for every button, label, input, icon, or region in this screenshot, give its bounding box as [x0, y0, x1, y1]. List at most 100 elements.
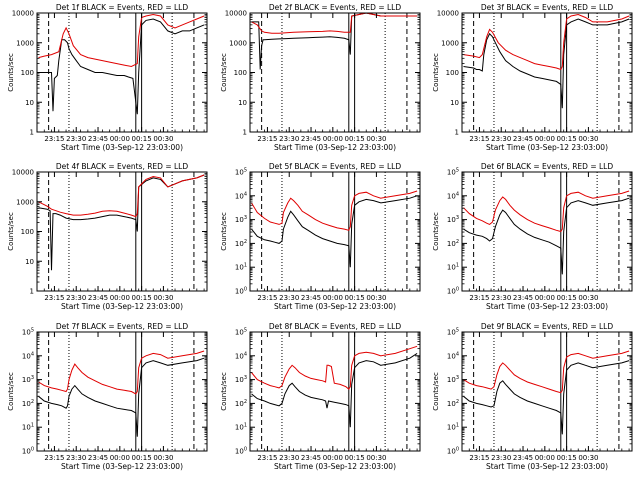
- lld-series-line: [251, 190, 418, 231]
- y-tick-label: 100: [21, 228, 34, 236]
- y-axis-label: Counts/sec: [7, 372, 15, 411]
- detector-panel-6: Det 6f BLACK = Events, RED = LLD 100 101 10…: [432, 162, 633, 311]
- events-series-line: [463, 197, 630, 275]
- y-tick-label: 100: [446, 69, 459, 77]
- y-tick-label: 102: [447, 399, 459, 408]
- x-tick-label: 23:45: [301, 135, 321, 143]
- plot-frame: [36, 331, 208, 452]
- y-tick-label: 10: [450, 99, 459, 107]
- events-series-line: [38, 174, 205, 271]
- y-tick-label: 1: [30, 288, 34, 296]
- panel-title: Det 1f BLACK = Events, RED = LLD: [56, 3, 189, 12]
- y-tick-label: 100: [447, 447, 459, 456]
- y-tick-label: 102: [235, 399, 247, 408]
- x-axis-label: Start Time (03-Sep-12 23:03:00): [274, 462, 396, 471]
- x-tick-label: 23:15: [44, 454, 64, 462]
- x-tick-label: 23:30: [491, 294, 511, 302]
- panel-title: Det 5f BLACK = Events, RED = LLD: [269, 162, 402, 171]
- detector-panel-8: Det 8f BLACK = Events, RED = LLD 100 101 10…: [220, 322, 421, 471]
- y-tick-label: 102: [22, 399, 34, 408]
- x-tick-label: 23:45: [301, 454, 321, 462]
- y-tick-label: 102: [235, 239, 247, 248]
- x-tick-label: 00:00: [535, 294, 555, 302]
- plot-frame: [461, 331, 633, 452]
- events-series-line: [463, 18, 630, 109]
- x-tick-label: 00:30: [578, 135, 598, 143]
- y-tick-label: 103: [22, 375, 34, 384]
- x-tick-label: 23:30: [491, 135, 511, 143]
- lld-series-line: [251, 12, 418, 34]
- y-tick-label: 104: [447, 351, 459, 360]
- y-tick-label: 1: [455, 129, 459, 137]
- lld-series-line: [463, 13, 630, 71]
- detector-panel-4: Det 4f BLACK = Events, RED = LLD 1 10 100 10…: [7, 162, 208, 311]
- panel-title: Det 9f BLACK = Events, RED = LLD: [481, 322, 614, 331]
- y-tick-label: 103: [447, 375, 459, 384]
- y-tick-label: 101: [447, 423, 459, 432]
- x-tick-label: 23:15: [257, 135, 277, 143]
- x-tick-label: 00:30: [578, 454, 598, 462]
- y-tick-label: 10000: [225, 10, 247, 18]
- plot-frame: [461, 12, 633, 133]
- x-tick-label: 23:45: [88, 454, 108, 462]
- x-axis-label: Start Time (03-Sep-12 23:03:00): [61, 462, 183, 471]
- y-tick-label: 104: [447, 191, 459, 200]
- x-tick-label: 00:15: [132, 454, 152, 462]
- y-tick-label: 1000: [441, 39, 459, 47]
- y-axis-label: Counts/sec: [432, 372, 440, 411]
- y-tick-label: 104: [22, 351, 34, 360]
- panel-title: Det 6f BLACK = Events, RED = LLD: [481, 162, 614, 171]
- x-tick-label: 00:30: [366, 454, 386, 462]
- plot-frame: [249, 171, 421, 292]
- x-tick-label: 00:15: [132, 294, 152, 302]
- lld-series-line: [463, 350, 630, 394]
- panel-title: Det 7f BLACK = Events, RED = LLD: [56, 322, 189, 331]
- y-tick-label: 1: [243, 129, 247, 137]
- x-tick-label: 23:30: [279, 135, 299, 143]
- x-axis-label: Start Time (03-Sep-12 23:03:00): [61, 143, 183, 152]
- lld-series-line: [463, 190, 630, 233]
- x-tick-label: 00:30: [578, 294, 598, 302]
- x-tick-label: 23:30: [491, 454, 511, 462]
- x-tick-label: 00:00: [535, 135, 555, 143]
- x-tick-label: 23:30: [279, 454, 299, 462]
- x-tick-label: 00:15: [557, 135, 577, 143]
- y-tick-label: 105: [447, 168, 459, 177]
- x-tick-label: 00:15: [132, 135, 152, 143]
- x-axis-label: Start Time (03-Sep-12 23:03:00): [274, 302, 396, 311]
- panel-title: Det 2f BLACK = Events, RED = LLD: [269, 3, 402, 12]
- y-axis-label: Counts/sec: [432, 53, 440, 92]
- x-axis-label: Start Time (03-Sep-12 23:03:00): [61, 302, 183, 311]
- x-tick-label: 00:30: [366, 135, 386, 143]
- events-series-line: [38, 18, 205, 115]
- panel-title: Det 3f BLACK = Events, RED = LLD: [481, 3, 614, 12]
- y-tick-label: 101: [22, 423, 34, 432]
- y-tick-label: 104: [235, 351, 247, 360]
- x-tick-label: 23:15: [44, 294, 64, 302]
- y-tick-label: 10000: [437, 10, 459, 18]
- events-series-line: [251, 195, 418, 268]
- y-tick-label: 105: [447, 328, 459, 337]
- x-tick-label: 00:15: [557, 454, 577, 462]
- x-tick-label: 00:15: [345, 135, 365, 143]
- y-tick-label: 10: [25, 99, 34, 107]
- y-tick-label: 100: [234, 69, 247, 77]
- detector-panel-5: Det 5f BLACK = Events, RED = LLD 100 101 10…: [220, 162, 421, 311]
- y-tick-label: 100: [235, 287, 247, 296]
- y-tick-label: 101: [235, 263, 247, 272]
- lld-series-line: [38, 13, 205, 68]
- x-tick-label: 00:00: [323, 135, 343, 143]
- x-tick-label: 00:00: [535, 454, 555, 462]
- x-axis-label: Start Time (03-Sep-12 23:03:00): [486, 302, 608, 311]
- detector-panel-1: Det 1f BLACK = Events, RED = LLD 1 10 100 10…: [7, 3, 208, 152]
- panel-title: Det 8f BLACK = Events, RED = LLD: [269, 322, 402, 331]
- events-series-line: [38, 357, 205, 437]
- panel-title: Det 4f BLACK = Events, RED = LLD: [56, 162, 189, 171]
- y-tick-label: 1000: [229, 39, 247, 47]
- detector-panel-9: Det 9f BLACK = Events, RED = LLD 100 101 10…: [432, 322, 633, 471]
- x-tick-label: 23:15: [469, 454, 489, 462]
- x-tick-label: 23:30: [66, 135, 86, 143]
- x-tick-label: 23:30: [66, 294, 86, 302]
- x-tick-label: 00:30: [366, 294, 386, 302]
- x-tick-label: 00:15: [345, 454, 365, 462]
